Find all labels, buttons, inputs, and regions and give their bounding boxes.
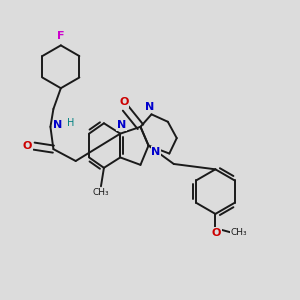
Text: CH₃: CH₃: [92, 188, 109, 197]
Text: N: N: [146, 102, 154, 112]
Text: O: O: [23, 140, 32, 151]
Text: N: N: [53, 120, 62, 130]
Text: F: F: [57, 32, 64, 41]
Text: N: N: [117, 120, 126, 130]
Text: CH₃: CH₃: [231, 228, 247, 237]
Text: N: N: [151, 147, 160, 157]
Text: H: H: [67, 118, 74, 128]
Text: O: O: [119, 97, 129, 107]
Text: O: O: [212, 228, 221, 238]
